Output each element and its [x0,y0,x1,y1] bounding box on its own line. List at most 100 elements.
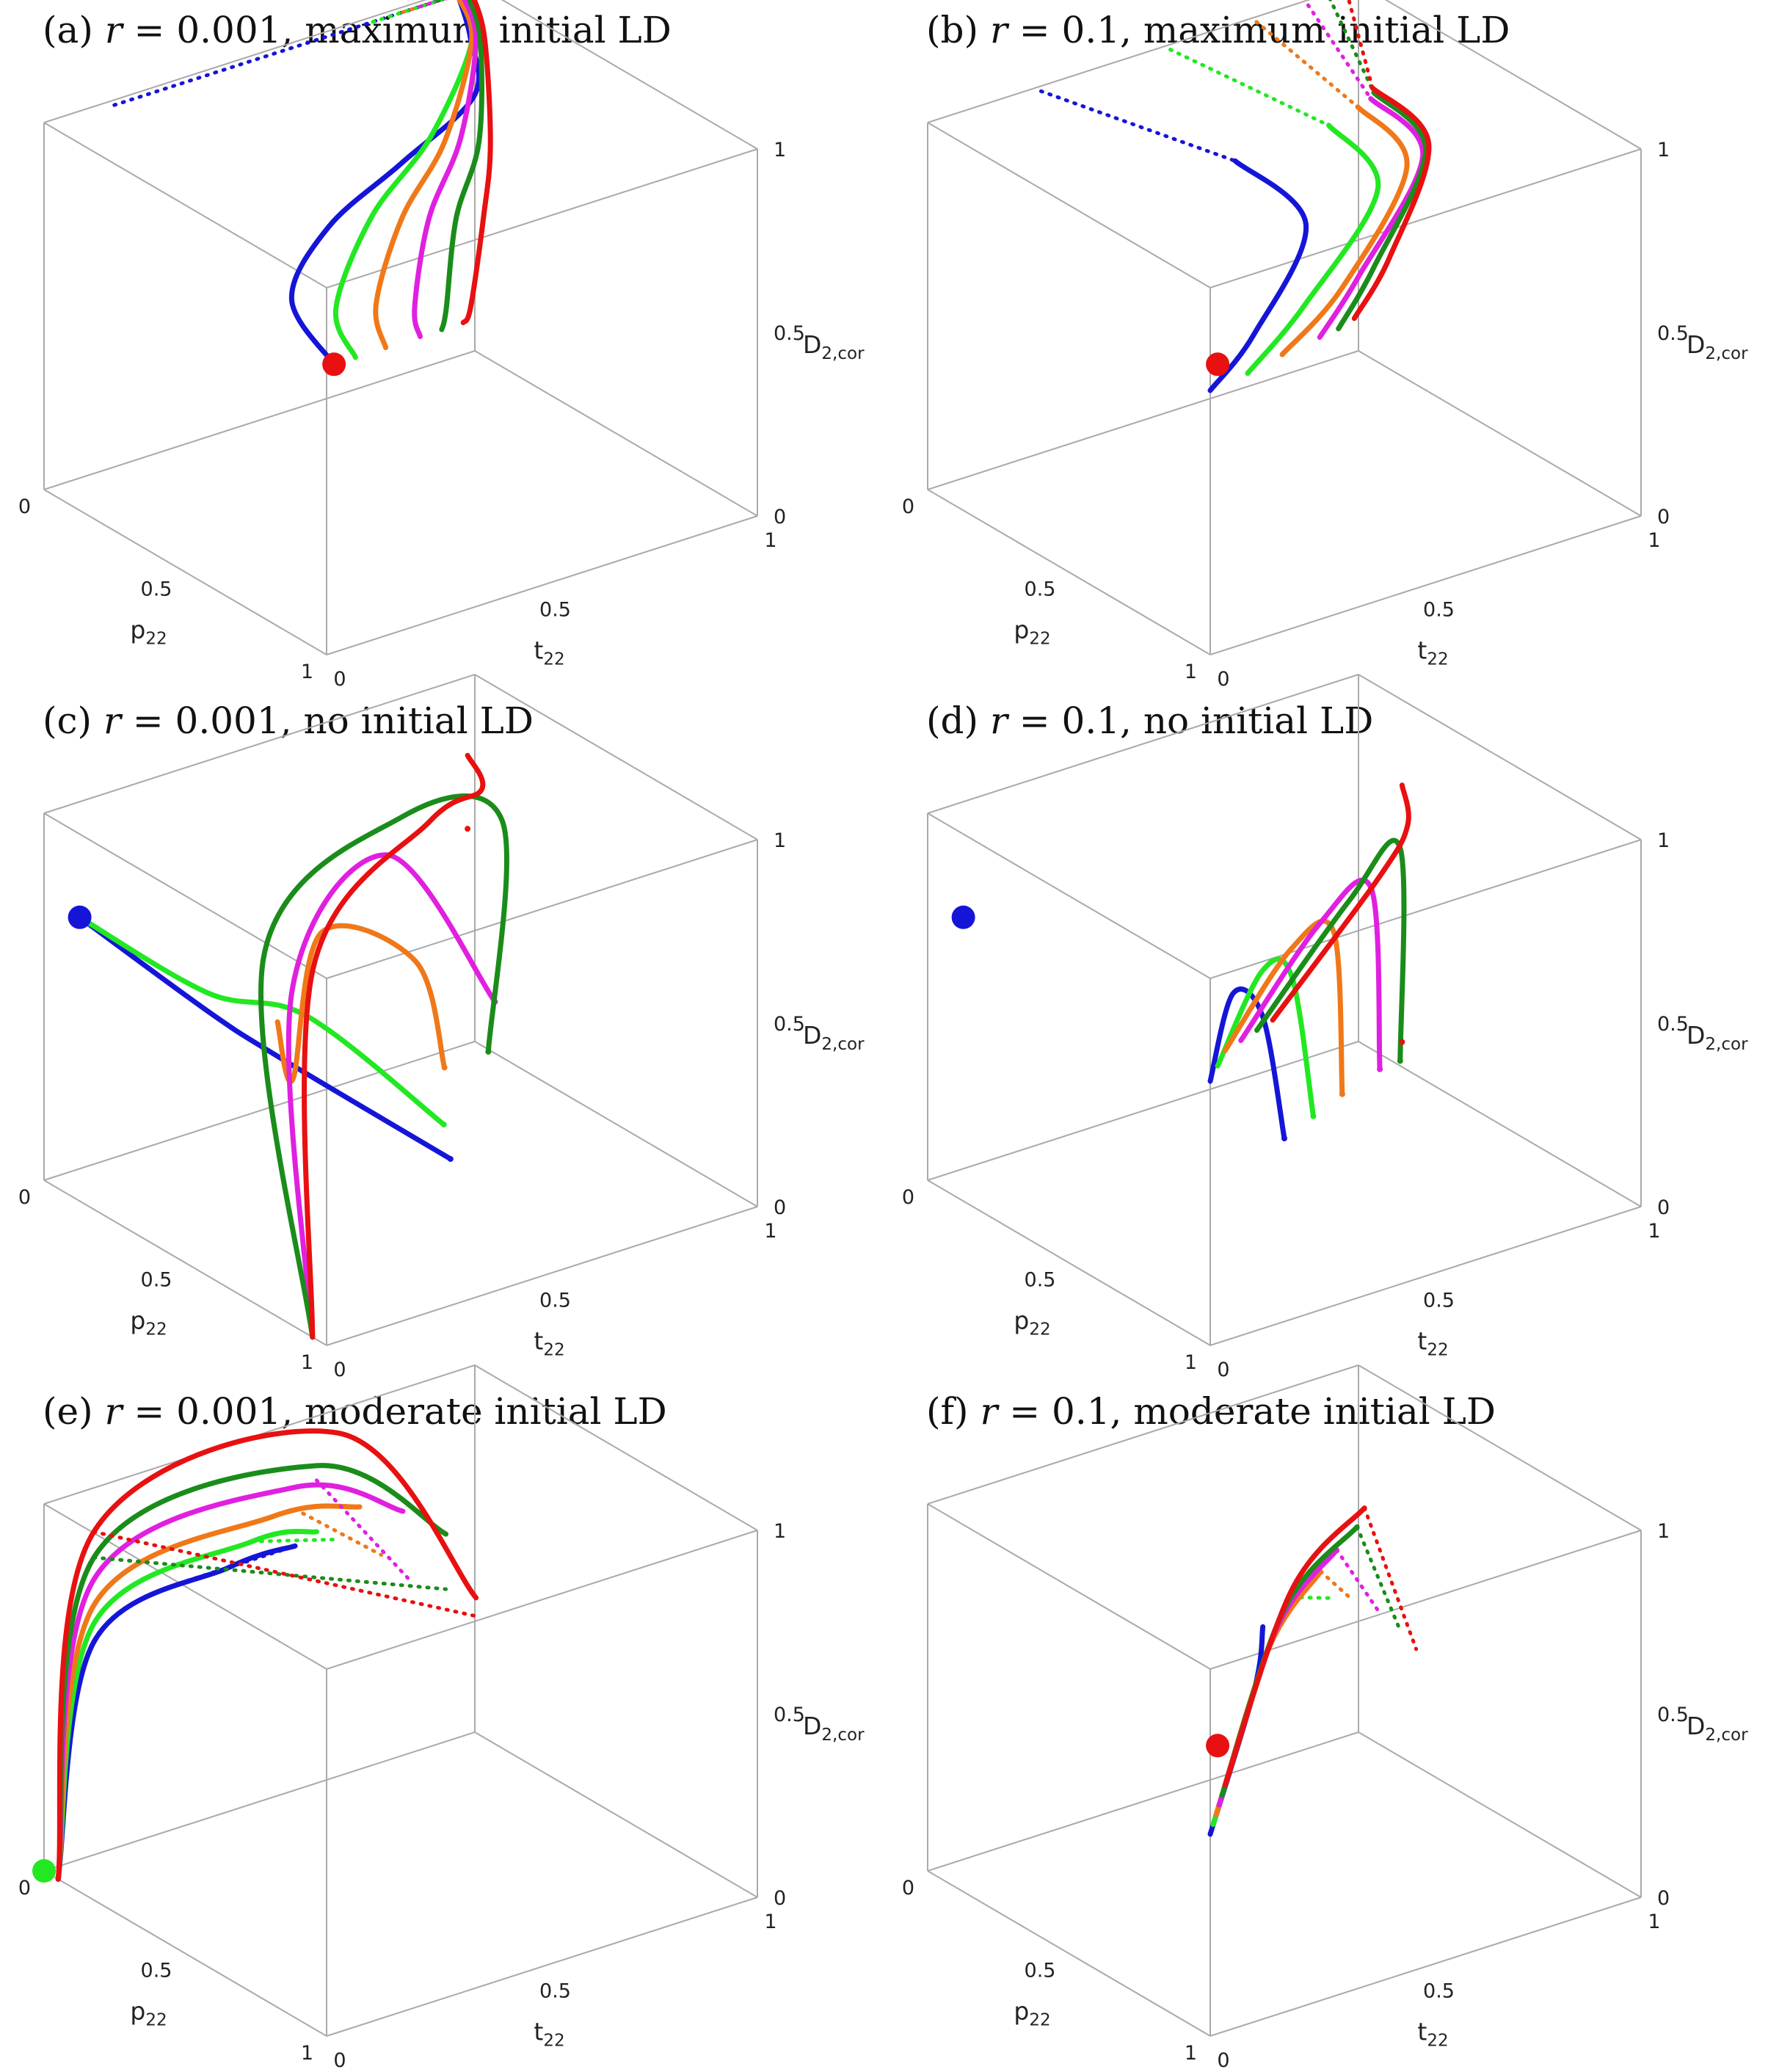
panel-title-d: (d) r = 0.1, no initial LD [926,699,1373,742]
x-tick-label: 1 [764,1911,776,1933]
series-line [439,0,484,332]
series-line [1238,877,1383,1072]
box-edge [927,1870,1211,2037]
series-line [55,1503,363,1882]
series-dotted [92,1530,479,1618]
box-edge [1358,674,1642,840]
box-edge [1209,1897,1642,2037]
series-line [55,1428,479,1882]
series-line [1245,123,1381,377]
x-axis-label: t22 [1417,636,1448,669]
box-edge [43,674,476,814]
x-tick-label: 0 [1217,1359,1229,1381]
box-edge [43,1731,476,1872]
box-edge [1358,1041,1642,1207]
x-tick-label: 0.5 [1423,599,1455,622]
z-tick-label: 1 [1657,1520,1670,1543]
equilibrium-marker [68,905,92,929]
x-tick-label: 1 [1648,529,1660,552]
y-tick-label: 1 [1185,661,1197,683]
y-tick-label: 0.5 [141,578,172,601]
series-dotted [1306,3,1373,101]
box-edge [1358,350,1642,517]
series-dotted [1355,1524,1403,1632]
y-axis-label: p22 [130,1306,167,1339]
y-tick-label: 0 [18,495,31,518]
z-tick-label: 1 [774,829,786,852]
box-edge [1209,1206,1642,1346]
box-edge [1209,148,1642,288]
z-tick-label: 0 [1657,1196,1670,1219]
box-edge [927,1179,1211,1346]
series-dotted [250,1537,341,1544]
series-line [1213,1568,1323,1817]
box-edge [326,515,758,655]
box-edge [927,1364,1359,1505]
z-axis-label: D2,cor [803,1712,865,1745]
series-line [1207,158,1309,393]
y-axis-label: p22 [130,616,167,649]
panel-desc: moderate initial LD [293,1390,667,1433]
x-tick-label: 1 [764,529,776,552]
z-tick-label: 0 [774,1196,786,1219]
panel-desc: moderate initial LD [1121,1390,1496,1433]
series-dotted [314,1478,414,1584]
box-edge [326,1897,758,2037]
series-line [1222,1505,1367,1789]
series-line [1279,104,1410,357]
series-dot [447,1156,454,1163]
box-edge [43,1179,327,1346]
panel-label: (a) [43,9,93,51]
panel-label: (f) [926,1390,969,1433]
z-tick-label: 0.5 [1657,1704,1689,1726]
series-line [288,0,481,367]
x-axis-label: t22 [534,636,564,669]
box-edge [927,674,1359,814]
z-axis-label: D2,cor [1687,1021,1748,1054]
series-line [1270,782,1411,1023]
series-dot [1339,1091,1345,1097]
box-edge [501,0,758,150]
series-dotted [1334,1548,1382,1615]
series-dotted [1347,0,1375,90]
panel-title-c: (c) r = 0.001, no initial LD [43,699,534,742]
panel-label: (d) [926,699,979,742]
x-tick-label: 0 [333,668,346,691]
y-tick-label: 0.5 [1025,1960,1056,1982]
series-line [460,0,493,326]
box-edge [474,350,758,517]
y-tick-label: 1 [1185,2042,1197,2065]
y-axis-label: p22 [130,1997,167,2030]
series-line [332,0,476,360]
box-edge [43,350,476,490]
x-tick-label: 1 [764,1220,776,1243]
r-value: = 0.1, [1007,9,1132,51]
y-tick-label: 1 [301,1351,313,1374]
series-dot [1281,1135,1287,1141]
axes-box [43,0,758,655]
panel-label: (b) [926,9,979,51]
z-tick-label: 0.5 [774,322,805,345]
y-tick-label: 1 [301,2042,313,2065]
series-line [302,752,486,1340]
box-edge [927,350,1359,490]
x-axis-label: t22 [1417,1327,1448,1360]
r-value: = 0.1, [997,1390,1122,1433]
box-edge [43,1870,327,2037]
box-edge [326,1530,758,1670]
series-dotted [1254,20,1360,109]
box-edge [927,489,1211,655]
y-axis-label: p22 [1014,616,1050,649]
panel-desc: no initial LD [291,699,534,742]
panel-d: (d) r = 0.1, no initial LD 0 0.5 1 0 0.5 1 0 0.… [884,674,1767,1381]
box-edge [326,148,758,288]
z-tick-label: 0.5 [1657,1013,1689,1036]
r-value: = 0.001, [120,699,292,742]
y-axis-label: p22 [1014,1306,1050,1339]
y-tick-label: 0 [902,495,914,518]
y-tick-label: 0.5 [141,1960,172,1982]
r-symbol: r [104,9,123,51]
axes-box [927,674,1642,1346]
box-edge [43,122,327,288]
